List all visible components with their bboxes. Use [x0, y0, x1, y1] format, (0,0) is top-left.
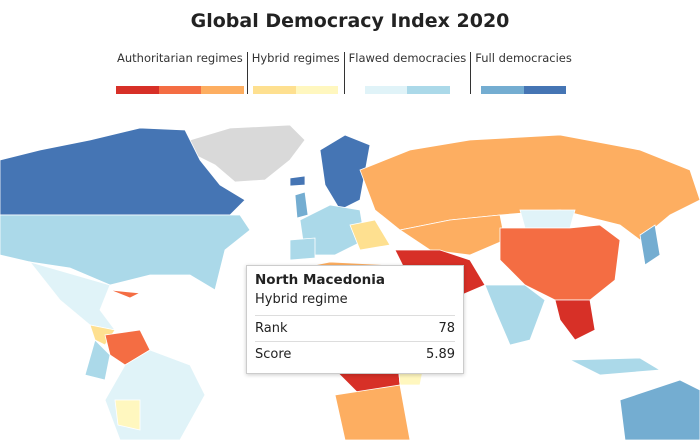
tooltip-row-value: 78	[438, 321, 455, 336]
legend-item: Full democracies	[470, 52, 576, 94]
legend-item: Flawed democracies	[343, 51, 471, 94]
indonesia	[569, 357, 662, 376]
uk	[294, 191, 309, 219]
tooltip-row-label: Score	[255, 347, 292, 362]
greenland	[189, 124, 306, 183]
central-america	[89, 324, 116, 346]
legend-label: Flawed democracies	[348, 51, 467, 65]
japan	[639, 224, 661, 266]
china	[499, 224, 621, 301]
legend-bar	[116, 86, 244, 94]
legend-label: Full democracies	[475, 51, 572, 65]
legend-item: Hybrid regimes	[246, 51, 344, 94]
legend: Authoritarian regimes Hybrid regimes Flawe…	[113, 52, 576, 94]
chart-title: Global Democracy Index 2020	[190, 10, 510, 32]
legend-swatch	[253, 86, 296, 94]
scandinavia	[319, 134, 371, 211]
tooltip-row: Score 5.89	[255, 342, 455, 367]
legend-swatch	[201, 86, 244, 94]
legend-swatch	[116, 86, 159, 94]
legend-label: Authoritarian regimes	[117, 51, 243, 65]
southern-africa	[334, 384, 411, 440]
spain	[289, 237, 316, 261]
mongolia	[519, 209, 576, 229]
cuba	[109, 289, 142, 299]
australia	[619, 379, 700, 440]
tooltip-row: Rank 78	[255, 316, 455, 342]
legend-swatch	[364, 86, 408, 94]
tooltip-country: North Macedonia	[255, 272, 385, 288]
india	[484, 284, 546, 346]
legend-bar	[481, 86, 567, 94]
legend-swatch	[523, 86, 567, 94]
legend-swatch	[158, 86, 202, 94]
se-asia	[554, 299, 596, 341]
legend-swatch	[407, 86, 450, 94]
colombia	[84, 339, 111, 381]
usa	[0, 214, 251, 291]
legend-item: Authoritarian regimes	[113, 52, 247, 94]
tooltip-row-label: Rank	[255, 321, 288, 336]
legend-swatch	[481, 86, 524, 94]
tooltip-rows: Rank 78 Score 5.89	[255, 316, 455, 367]
balkans	[349, 219, 391, 251]
iceland	[289, 175, 306, 187]
tooltip-row-value: 5.89	[426, 347, 455, 362]
tooltip: North Macedonia Hybrid regime Rank 78 Scor…	[246, 265, 464, 374]
legend-label: Hybrid regimes	[251, 51, 340, 65]
legend-bar	[364, 86, 450, 94]
legend-bar	[253, 86, 339, 94]
bolivia	[114, 399, 141, 431]
brazil	[104, 349, 206, 440]
legend-swatch	[295, 86, 339, 94]
tooltip-category: Hybrid regime	[255, 292, 455, 316]
